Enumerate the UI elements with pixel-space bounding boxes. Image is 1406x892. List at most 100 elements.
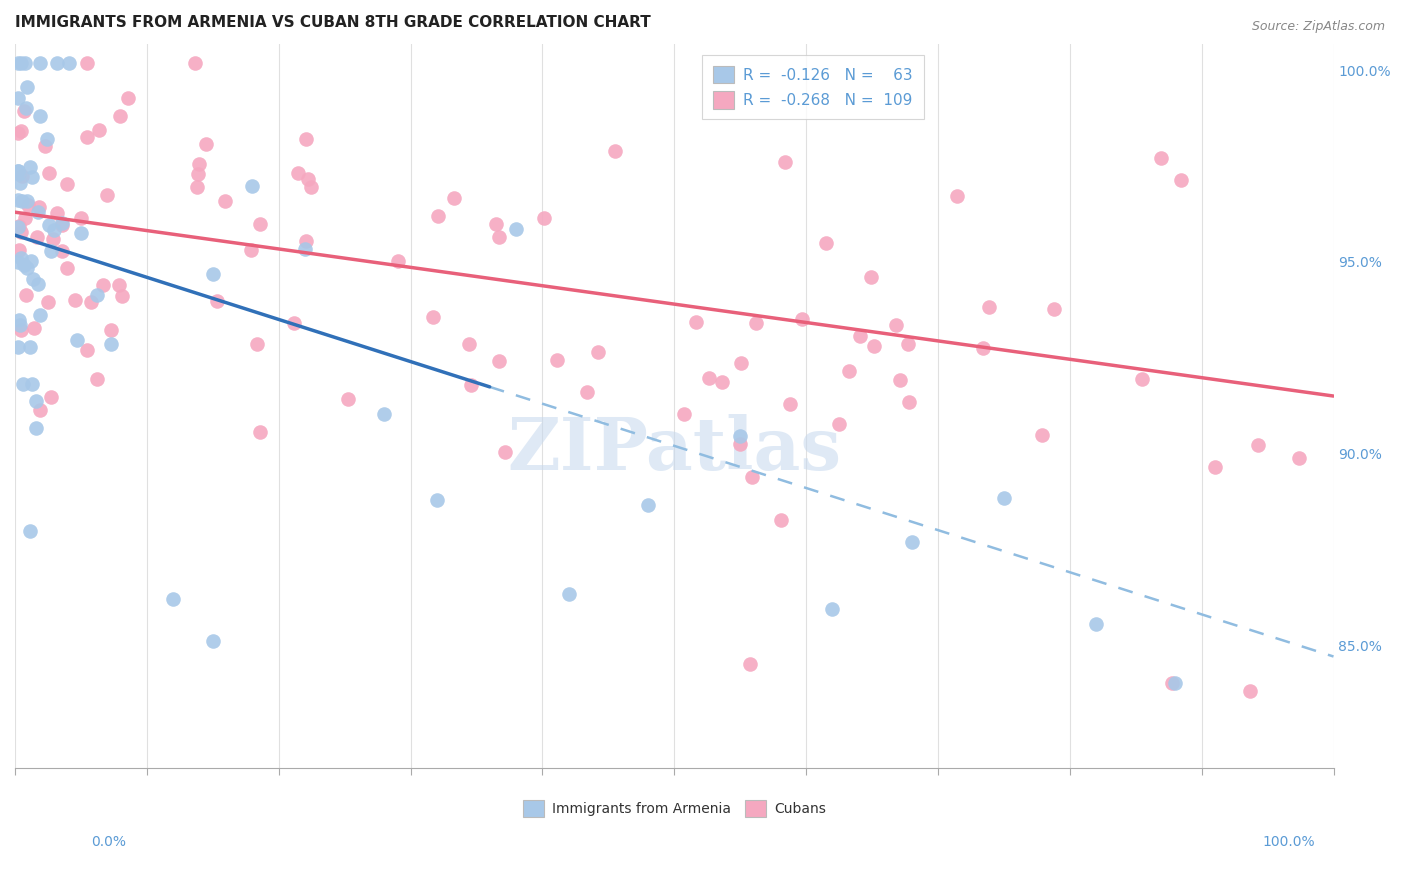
Point	[738, 657, 761, 672]
Point	[779, 397, 801, 411]
Point	[108, 109, 131, 123]
Point	[576, 385, 599, 400]
Point	[770, 513, 793, 527]
Point	[11, 169, 34, 183]
Point	[422, 310, 444, 325]
Point	[775, 154, 797, 169]
Point	[505, 222, 527, 236]
Point	[14, 101, 37, 115]
Point	[10, 225, 32, 239]
Point	[863, 339, 886, 353]
Point	[15, 194, 38, 208]
Point	[7, 313, 30, 327]
Point	[21, 169, 44, 184]
Point	[66, 333, 89, 347]
Point	[1132, 372, 1154, 386]
Point	[184, 55, 207, 70]
Point	[56, 260, 79, 275]
Point	[457, 336, 479, 351]
Point	[443, 191, 465, 205]
Point	[37, 132, 59, 146]
Point	[7, 55, 30, 70]
Point	[283, 316, 305, 330]
Text: ZIPatlas: ZIPatlas	[508, 414, 841, 484]
Point	[38, 166, 60, 180]
Point	[76, 130, 98, 145]
Point	[993, 491, 1015, 505]
Point	[1150, 151, 1173, 165]
Point	[605, 144, 627, 158]
Point	[27, 205, 49, 219]
Point	[1164, 676, 1187, 690]
Point	[685, 315, 707, 329]
Point	[11, 194, 34, 208]
Point	[10, 323, 32, 337]
Point	[7, 164, 30, 178]
Point	[337, 392, 360, 407]
Point	[42, 232, 65, 246]
Point	[89, 123, 111, 137]
Point	[7, 167, 30, 181]
Point	[28, 403, 51, 417]
Point	[945, 188, 967, 202]
Point	[111, 289, 134, 303]
Point	[14, 288, 37, 302]
Point	[741, 470, 763, 484]
Point	[51, 244, 73, 259]
Point	[18, 524, 41, 538]
Point	[889, 374, 911, 388]
Point	[34, 138, 56, 153]
Point	[7, 91, 30, 105]
Point	[8, 244, 31, 258]
Point	[214, 194, 236, 208]
Point	[697, 371, 720, 385]
Point	[485, 217, 508, 231]
Point	[790, 312, 813, 326]
Legend: Immigrants from Armenia, Cubans: Immigrants from Armenia, Cubans	[517, 794, 831, 822]
Point	[849, 328, 872, 343]
Point	[730, 356, 752, 370]
Point	[7, 341, 30, 355]
Point	[533, 211, 555, 225]
Point	[25, 393, 48, 408]
Point	[15, 261, 38, 276]
Point	[186, 180, 208, 194]
Point	[7, 220, 30, 235]
Point	[1239, 684, 1261, 698]
Point	[58, 55, 80, 70]
Point	[79, 294, 101, 309]
Point	[287, 166, 309, 180]
Point	[28, 308, 51, 322]
Point	[1204, 460, 1226, 475]
Point	[70, 211, 93, 225]
Point	[195, 137, 218, 152]
Point	[201, 634, 224, 648]
Point	[897, 336, 920, 351]
Point	[14, 211, 37, 225]
Point	[249, 425, 271, 439]
Point	[39, 244, 62, 258]
Point	[7, 164, 30, 178]
Point	[860, 269, 883, 284]
Point	[672, 407, 695, 421]
Point	[7, 193, 30, 207]
Point	[972, 341, 994, 355]
Point	[107, 278, 129, 293]
Point	[1085, 617, 1108, 632]
Point	[979, 300, 1001, 314]
Point	[45, 55, 67, 70]
Point	[15, 80, 38, 95]
Point	[1247, 438, 1270, 452]
Point	[294, 132, 316, 146]
Point	[299, 180, 322, 194]
Point	[188, 157, 211, 171]
Point	[426, 493, 449, 508]
Point	[13, 258, 35, 272]
Point	[8, 176, 31, 190]
Point	[51, 216, 73, 230]
Point	[162, 592, 184, 607]
Point	[240, 178, 263, 193]
Point	[117, 90, 139, 104]
Text: 100.0%: 100.0%	[1263, 835, 1315, 848]
Point	[427, 209, 450, 223]
